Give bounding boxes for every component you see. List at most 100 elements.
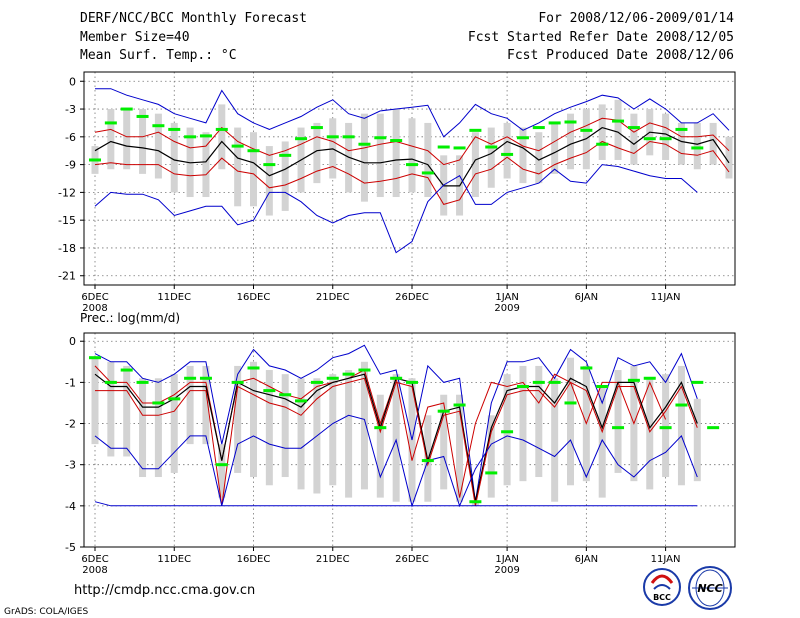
temp-ensemble-mark [295, 137, 308, 141]
temp-ensemble-mark [596, 142, 609, 146]
temp-box [313, 122, 321, 184]
precip-xtick-label: 26DEC [395, 554, 429, 565]
temp-box [234, 127, 242, 207]
precip-box [265, 370, 273, 486]
precip-box [91, 357, 99, 445]
precip-xtick-label: 6JAN [575, 554, 598, 565]
precip-ensemble-mark [548, 380, 561, 384]
temp-ensemble-mark [612, 119, 625, 123]
temp-ensemble-mark [215, 127, 228, 131]
precip-box [677, 365, 685, 486]
precip-box [234, 365, 242, 473]
precip-ensemble-mark [516, 385, 529, 388]
precip-xtick-label: 1JAN [495, 554, 518, 565]
temp-ytick-label: -18 [58, 242, 76, 255]
precip-box [487, 415, 495, 498]
temp-ensemble-mark [152, 124, 165, 128]
precip-ensemble-mark [501, 430, 514, 434]
temp-box [218, 104, 226, 170]
precip-box [186, 365, 194, 445]
precip-ensemble-mark [564, 401, 577, 405]
precip-box [535, 365, 543, 478]
precip-box [693, 398, 701, 482]
precip-year-label: 2008 [82, 565, 107, 576]
precip-ensemble-mark [231, 380, 244, 384]
precip-ensemble-mark [152, 401, 165, 405]
temp-ensemble-mark [406, 163, 418, 167]
precip-ytick-label: -2 [65, 418, 76, 431]
temp-ytick-label: -9 [65, 159, 76, 172]
temp-chart: 0 -3 -6 -9 -12 -15 -18 -21 6DEC 11DEC 16DEC 21DEC 26… [58, 71, 736, 314]
precip-box [297, 378, 305, 490]
precip-box [218, 444, 226, 498]
temp-ensemble-mark [627, 126, 640, 130]
precip-ensemble-mark [643, 376, 656, 380]
temp-ensemble-mark [247, 149, 260, 153]
temp-ensemble-mark [453, 146, 466, 150]
temp-box [154, 113, 162, 179]
precip-chart: 0 -1 -2 -3 -4 -5 6DEC 11DEC 16DEC 21DEC 26DEC 1JAN 6… [65, 332, 736, 576]
temp-line-mean [94, 126, 730, 187]
temp-ensemble-mark [659, 137, 672, 141]
precip-ensemble-mark [406, 380, 418, 384]
precip-ensemble-mark [168, 397, 181, 401]
temp-box [677, 122, 685, 165]
precip-box [646, 378, 654, 490]
temp-box [662, 113, 670, 160]
precip-ensemble-mark [326, 376, 339, 380]
precip-ensemble-mark [596, 385, 609, 388]
temp-ensemble-mark [532, 126, 545, 130]
precip-ensemble-mark [691, 380, 704, 384]
temp-ensemble-mark [469, 128, 482, 132]
temp-ytick-label: -21 [58, 270, 76, 283]
temp-box [725, 136, 733, 179]
temp-line-lower [94, 140, 730, 205]
precip-ensemble-mark [215, 463, 228, 467]
precip-box [519, 365, 527, 482]
precip-ytick-label: -3 [65, 459, 76, 472]
source-url: http://cmdp.ncc.cma.gov.cn [74, 583, 255, 598]
temp-box [202, 132, 210, 198]
precip-box [360, 361, 368, 490]
precip-ytick-label: -4 [65, 500, 76, 513]
temp-ensemble-mark [184, 135, 197, 139]
bcc-logo: BCC [643, 568, 681, 606]
temp-ensemble-mark [548, 121, 561, 125]
temp-ensemble-mark [374, 136, 387, 140]
precip-line-min [94, 414, 698, 508]
temp-xtick-label: 21DEC [316, 292, 350, 303]
precip-ensemble-mark [485, 471, 498, 475]
precip-ensemble-mark [453, 403, 466, 407]
temp-ensemble-mark [421, 171, 434, 175]
temp-box [614, 99, 622, 160]
precip-box [345, 370, 353, 498]
temp-xtick-label: 16DEC [237, 292, 271, 303]
precip-frame [83, 332, 736, 548]
temp-box [360, 113, 368, 202]
temp-ensemble-mark [136, 114, 149, 118]
temp-box [376, 113, 384, 198]
precip-ensemble-mark [532, 380, 545, 384]
precip-ensemble-mark [390, 376, 403, 380]
temp-ensemble-mark [358, 142, 371, 146]
temp-box [567, 113, 574, 170]
precip-ensemble-mark [675, 403, 688, 407]
precip-ensemble-mark [184, 376, 197, 380]
temp-box [424, 122, 432, 198]
temp-ensemble-mark [279, 153, 292, 157]
forecast-period: For 2008/12/06-2009/01/14 [538, 11, 734, 26]
precip-ytick-label: 0 [69, 335, 76, 348]
temp-box [170, 122, 178, 193]
precip-ytick-label: -1 [65, 376, 76, 389]
temp-line-upper [94, 117, 730, 166]
precip-line-floor [94, 501, 698, 507]
temp-box [487, 127, 495, 188]
temp-box [503, 122, 511, 179]
precip-box [376, 394, 384, 498]
temp-ytick-label: -12 [58, 186, 76, 199]
temp-line-max [95, 88, 730, 138]
temp-xtick-label: 6DEC [81, 292, 108, 303]
forecast-start-date: Fcst Started Refer Date 2008/12/05 [467, 30, 734, 45]
temp-box [392, 109, 400, 198]
temp-ensemble-mark [691, 146, 704, 150]
